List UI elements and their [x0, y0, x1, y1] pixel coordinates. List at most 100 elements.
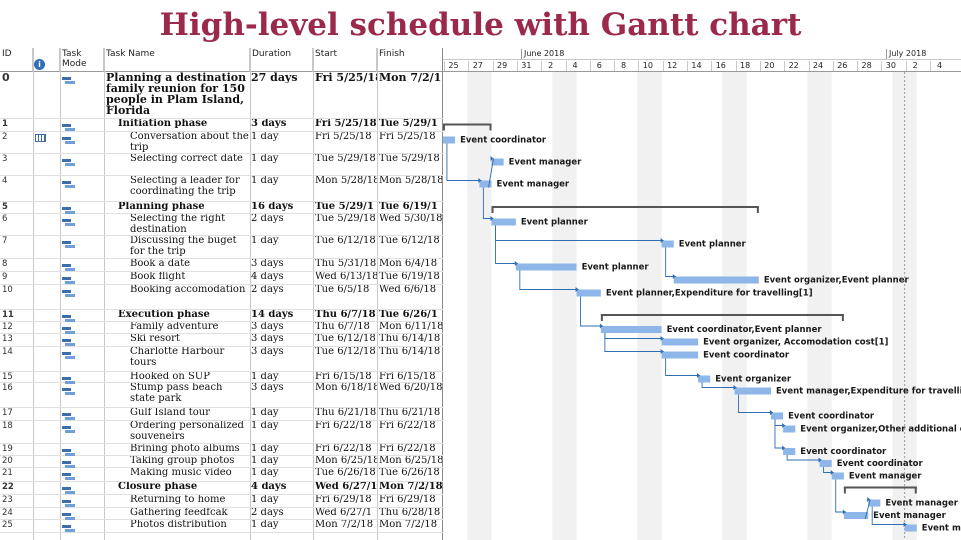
task-start: Tue 5/29/18	[315, 154, 376, 164]
task-finish: Fri 6/22/18	[379, 444, 436, 454]
task-row[interactable]: 0 Planning a destination family reunion f…	[0, 72, 443, 119]
summary-task-row[interactable]: 11 Execution phase 14 days Thu 6/7/18 Tue 6/…	[0, 310, 443, 322]
task-finish: Thu 6/28/18	[379, 508, 441, 518]
column-header-duration[interactable]: Duration	[250, 48, 313, 72]
task-id: 0	[2, 72, 10, 83]
task-row[interactable]: 20 Taking group photos 1 day Mon 6/25/18 Mon…	[0, 456, 443, 468]
task-id: 19	[2, 444, 13, 454]
task-row[interactable]: 9 Book flight 4 days Wed 6/13/18 Tue 6/19/18	[0, 272, 443, 285]
task-row[interactable]: 2 Conversation about the trip 1 day Fri 5/2…	[0, 132, 443, 154]
task-row[interactable]: 4 Selecting a leader for coordinating the…	[0, 176, 443, 202]
task-finish: Tue 6/12/18	[379, 236, 440, 246]
task-finish: Wed 6/20/18	[379, 383, 442, 393]
task-duration: 1 day	[251, 132, 279, 142]
task-resource-label: Event manager	[873, 511, 946, 521]
task-bar	[868, 499, 881, 507]
task-row[interactable]: 16 Stump pass beach state park 3 days Mon 6…	[0, 383, 443, 408]
task-resource-label: Event manager	[922, 524, 961, 534]
task-row[interactable]: 12 Family adventure 3 days Thu 6/7/18 Mon 6/…	[0, 322, 443, 334]
task-row[interactable]: 6 Selecting the right destination 2 days Tu…	[0, 214, 443, 236]
task-duration: 3 days	[251, 383, 284, 393]
task-row[interactable]: 10 Booking accomodation 2 days Tue 6/5/18 We…	[0, 285, 443, 310]
task-bar	[770, 412, 784, 420]
task-finish: Fri 6/22/18	[379, 421, 436, 431]
task-id: 10	[2, 285, 13, 295]
task-id: 17	[2, 408, 13, 418]
dependency-arrow	[830, 470, 834, 475]
task-start: Fri 5/25/18	[315, 132, 372, 142]
task-row[interactable]: 24 Gathering feedfcak 2 days Wed 6/27/1 Thu …	[0, 508, 443, 520]
task-row[interactable]: 8 Book a date 3 days Thu 5/31/18 Mon 6/4/18	[0, 259, 443, 272]
task-start: Tue 6/12/18	[315, 347, 376, 357]
task-name: Photos distribution	[130, 520, 227, 530]
summary-bar	[442, 123, 492, 126]
task-id: 9	[2, 272, 8, 282]
task-row[interactable]: 21 Making music video 1 day Tue 6/26/18 Tue …	[0, 468, 443, 482]
task-row[interactable]: 18 Ordering personalized souveneirs 1 day F…	[0, 421, 443, 444]
task-row[interactable]: 7 Discussing the buget for the trip 1 day T…	[0, 236, 443, 259]
task-mode-icon	[62, 207, 76, 215]
task-resource-label: Event planner	[679, 240, 747, 250]
task-finish: Mon 7/2/18	[379, 72, 442, 83]
grid-divider	[377, 48, 378, 540]
dependency-arrow	[660, 336, 664, 341]
task-row[interactable]: 3 Selecting correct date 1 day Tue 5/29/18 T…	[0, 154, 443, 176]
info-icon: i	[34, 59, 45, 70]
timescale-day-label: 27	[468, 61, 486, 71]
task-id: 15	[2, 372, 13, 382]
timescale-month-july: July 2018	[886, 49, 926, 59]
task-finish: Fri 5/25/18	[379, 132, 436, 142]
timescale-day-label: 29	[492, 61, 511, 71]
task-row[interactable]: 17 Gulf Island tour 1 day Thu 6/21/18 Thu 6/…	[0, 408, 443, 421]
task-start: Tue 6/12/18	[315, 334, 376, 344]
task-finish: Tue 6/19/1	[379, 202, 438, 212]
task-duration: 3 days	[251, 347, 284, 357]
task-row[interactable]: 23 Returning to home 1 day Fri 6/29/18 Fri 6…	[0, 495, 443, 508]
column-header-id[interactable]: ID	[0, 48, 33, 72]
summary-task-row[interactable]: 1 Initiation phase 3 days Fri 5/25/18 Tue 5/…	[0, 119, 443, 132]
task-resource-label: Event manager	[885, 499, 958, 509]
task-bar	[843, 512, 869, 519]
task-bar	[783, 448, 796, 455]
task-name: Planning phase	[118, 202, 205, 212]
dependency-link	[482, 187, 494, 219]
task-row[interactable]: 13 Ski resort 3 days Tue 6/12/18 Thu 6/14/18	[0, 334, 443, 347]
task-start: Tue 6/12/18	[315, 236, 376, 246]
task-bar	[600, 326, 662, 333]
task-mode-icon	[62, 137, 76, 145]
column-header-indicators[interactable]: i	[33, 48, 60, 72]
task-finish: Thu 6/21/18	[379, 408, 441, 418]
column-header-start[interactable]: Start	[313, 48, 377, 72]
dependency-link	[738, 394, 773, 413]
task-id: 18	[2, 421, 13, 431]
task-name: Ordering personalized souveneirs	[130, 421, 244, 442]
task-row[interactable]: 25 Photos distribution 1 day Mon 7/2/18 Mon …	[0, 520, 443, 533]
task-name: Selecting a leader for coordinating the …	[130, 176, 240, 197]
task-start: Fri 5/25/18	[315, 72, 377, 83]
task-row[interactable]: 14 Charlotte Harbour tours 3 days Tue 6/12/…	[0, 347, 443, 372]
task-name: Stump pass beach state park	[130, 383, 223, 404]
timescale-month-june: June 2018	[521, 49, 564, 59]
task-id: 4	[2, 176, 8, 186]
task-finish: Wed 6/6/18	[379, 285, 437, 295]
task-duration: 1 day	[251, 456, 279, 466]
dependency-arrow	[818, 457, 822, 463]
dependency-arrow	[769, 410, 773, 415]
task-name: Gulf Island tour	[130, 408, 211, 418]
column-header-task-name[interactable]: Task Name	[104, 48, 250, 72]
grid-divider	[33, 48, 34, 540]
grid-divider	[60, 48, 61, 540]
task-row[interactable]: 15 Hooked on SUP 1 day Fri 6/15/18 Fri 6/15/…	[0, 372, 443, 384]
task-mode-icon	[62, 525, 76, 533]
task-resource-label: Event coordinator	[837, 459, 924, 469]
summary-task-row[interactable]: 22 Closure phase 4 days Wed 6/27/1 Mon 7/2/1…	[0, 482, 443, 495]
summary-task-row[interactable]: 5 Planning phase 16 days Tue 5/29/1 Tue 6/19…	[0, 202, 443, 214]
task-row[interactable]: 19 Brining photo albums 1 day Fri 6/22/18 Fr…	[0, 444, 443, 456]
task-start: Mon 6/25/18	[315, 456, 377, 466]
task-finish: Tue 6/26/18	[379, 468, 440, 478]
task-duration: 1 day	[251, 421, 279, 431]
timescale-day-label: 14	[687, 61, 705, 71]
column-header-task-mode[interactable]: Task Mode	[60, 48, 104, 72]
column-header-finish[interactable]: Finish	[377, 48, 443, 72]
task-name: Charlotte Harbour tours	[130, 347, 225, 368]
